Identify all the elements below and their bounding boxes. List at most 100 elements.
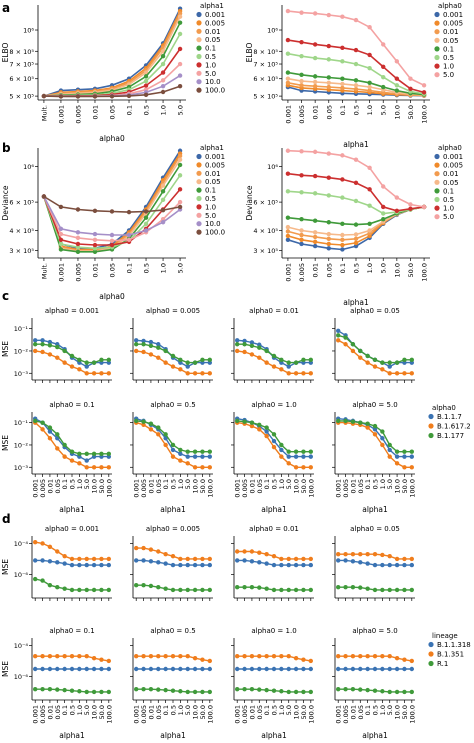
data-point bbox=[242, 558, 247, 563]
x-tick-label: 5.0 bbox=[83, 705, 91, 715]
data-point bbox=[353, 47, 359, 53]
data-point bbox=[402, 657, 407, 662]
legend-entry: 100.0 bbox=[205, 87, 225, 95]
x-tick-label: 0.05 bbox=[155, 479, 163, 493]
data-point bbox=[177, 173, 183, 178]
data-point bbox=[33, 576, 38, 582]
data-point bbox=[160, 83, 166, 89]
data-point bbox=[109, 209, 115, 214]
data-point bbox=[353, 180, 359, 186]
data-point bbox=[286, 461, 291, 466]
panel-letter-d: d bbox=[2, 512, 11, 526]
data-point bbox=[299, 173, 304, 178]
x-tick-label: 5.0 bbox=[380, 105, 388, 115]
d-subplot-group: 0.001 0.005 0.01 0.05 0.1 0.5 1.0 5.0 10.0 50.0 10… bbox=[231, 627, 315, 740]
x-tick-label: 0.1 bbox=[162, 705, 170, 715]
data-point bbox=[387, 654, 392, 659]
data-point bbox=[358, 348, 363, 354]
x-tick-label: 0.005 bbox=[241, 479, 249, 498]
data-point bbox=[285, 215, 291, 220]
data-point bbox=[69, 688, 75, 693]
a-left-group: 5 × 10⁵ 6 × 10⁵ 7 × 10⁵ 8 × 10⁵ 10⁶ Mult. 0.00… bbox=[1, 2, 225, 143]
x-tick-label: 1.0 bbox=[177, 705, 185, 715]
data-point bbox=[177, 46, 183, 52]
data-point bbox=[343, 584, 348, 590]
data-point bbox=[62, 360, 67, 365]
data-point bbox=[279, 654, 284, 659]
y-tick-label: 10⁶ bbox=[23, 163, 34, 171]
data-point bbox=[293, 465, 299, 470]
x-tick-label: 0.05 bbox=[256, 705, 264, 719]
legend-marker bbox=[196, 229, 202, 235]
panel-letter-b: b bbox=[2, 141, 11, 155]
data-point bbox=[299, 217, 304, 222]
data-point bbox=[58, 241, 64, 247]
data-point bbox=[402, 454, 407, 459]
data-point bbox=[293, 689, 299, 695]
x-tick-label: 100.0 bbox=[408, 479, 416, 498]
subplot-title: alpha0 = 0.05 bbox=[350, 307, 400, 315]
data-point bbox=[62, 687, 67, 693]
legend-entry: 5.0 bbox=[205, 212, 216, 220]
data-point bbox=[84, 556, 89, 562]
data-point bbox=[55, 584, 60, 590]
data-point bbox=[326, 84, 331, 90]
data-point bbox=[109, 232, 115, 238]
x-tick-label: 0.1 bbox=[162, 479, 170, 489]
data-point bbox=[394, 208, 400, 213]
data-point bbox=[353, 86, 359, 92]
data-point bbox=[301, 357, 306, 363]
data-point bbox=[148, 654, 154, 659]
x-tick-label: 50.0 bbox=[98, 705, 106, 719]
data-point bbox=[62, 654, 67, 659]
data-point bbox=[380, 654, 385, 659]
data-point bbox=[394, 76, 400, 81]
data-point bbox=[312, 218, 318, 223]
data-point bbox=[340, 85, 345, 91]
y-tick-label: 10⁻³ bbox=[14, 464, 29, 472]
data-point bbox=[249, 423, 255, 429]
data-point bbox=[207, 556, 212, 562]
data-point bbox=[163, 561, 168, 566]
data-point bbox=[235, 348, 240, 354]
data-point bbox=[235, 418, 240, 424]
data-point bbox=[285, 229, 291, 234]
x-tick-label: 50.0 bbox=[401, 705, 409, 719]
data-point bbox=[381, 64, 386, 69]
data-point bbox=[271, 562, 277, 568]
data-point bbox=[293, 360, 299, 365]
data-point bbox=[33, 666, 38, 672]
c-subplot-group: alpha0 = 0.005 bbox=[130, 307, 213, 383]
data-point bbox=[92, 246, 98, 251]
data-point bbox=[358, 355, 363, 360]
data-point bbox=[285, 171, 291, 176]
subplot-title: alpha0 = 0.005 bbox=[146, 307, 200, 315]
legend-entry: 0.5 bbox=[443, 54, 454, 62]
x-tick-label: 10.0 bbox=[192, 479, 200, 493]
legend-marker bbox=[428, 651, 434, 657]
data-point bbox=[257, 560, 262, 565]
data-point bbox=[126, 93, 132, 99]
data-point bbox=[358, 687, 363, 692]
data-point bbox=[408, 86, 413, 91]
data-point bbox=[312, 234, 318, 240]
data-point bbox=[207, 371, 212, 376]
data-point bbox=[170, 562, 176, 568]
data-point bbox=[301, 465, 306, 470]
legend-entry: 5.0 bbox=[205, 70, 216, 78]
data-point bbox=[33, 539, 38, 545]
x-tick-label: 1.0 bbox=[379, 479, 387, 489]
data-point bbox=[421, 90, 427, 95]
legend-entry: 0.01 bbox=[205, 28, 221, 36]
data-point bbox=[160, 220, 166, 225]
data-point bbox=[381, 74, 386, 80]
data-point bbox=[185, 371, 190, 376]
data-point bbox=[353, 232, 359, 237]
data-point bbox=[207, 449, 212, 454]
x-tick-label: 0.1 bbox=[339, 263, 347, 273]
subplot-title: alpha0 = 0.05 bbox=[350, 525, 400, 533]
data-point bbox=[353, 83, 359, 88]
data-point bbox=[109, 242, 115, 248]
data-point bbox=[358, 560, 363, 565]
